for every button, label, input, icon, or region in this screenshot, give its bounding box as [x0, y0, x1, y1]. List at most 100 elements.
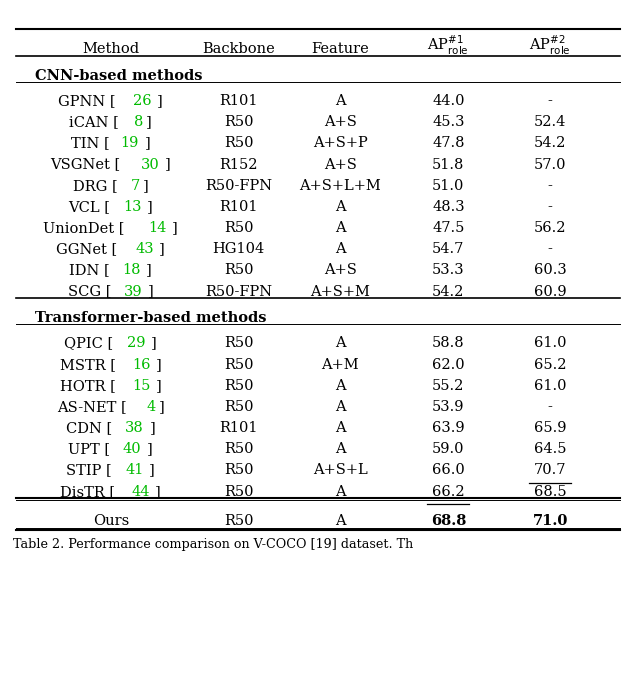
- Text: VSGNet [: VSGNet [: [50, 158, 120, 171]
- Text: ]: ]: [149, 421, 155, 435]
- Text: IDN [: IDN [: [69, 264, 110, 278]
- Text: A: A: [335, 200, 345, 214]
- Text: ]: ]: [155, 379, 162, 393]
- Text: 62.0: 62.0: [432, 357, 465, 372]
- Text: R50: R50: [224, 137, 253, 151]
- Text: 55.2: 55.2: [432, 379, 464, 393]
- Text: A+S: A+S: [324, 264, 357, 278]
- Text: R50: R50: [224, 400, 253, 414]
- Text: VCL [: VCL [: [69, 200, 111, 214]
- Text: -: -: [548, 200, 553, 214]
- Text: 52.4: 52.4: [534, 115, 566, 129]
- Text: iCAN [: iCAN [: [69, 115, 119, 129]
- Text: R101: R101: [219, 94, 258, 108]
- Text: R101: R101: [219, 421, 258, 435]
- Text: 64.5: 64.5: [534, 442, 567, 457]
- Text: QPIC [: QPIC [: [64, 337, 113, 350]
- Text: ]: ]: [158, 400, 164, 414]
- Text: R50: R50: [224, 357, 253, 372]
- Text: Feature: Feature: [312, 42, 369, 56]
- Text: A+S+P: A+S+P: [313, 137, 368, 151]
- Text: Method: Method: [83, 42, 140, 56]
- Text: 54.2: 54.2: [432, 285, 464, 298]
- Text: AP$^{\#2}_{\rm role}$: AP$^{\#2}_{\rm role}$: [529, 33, 571, 57]
- Text: STIP [: STIP [: [66, 464, 112, 477]
- Text: ]: ]: [142, 179, 148, 193]
- Text: ]: ]: [146, 264, 151, 278]
- Text: R50-FPN: R50-FPN: [205, 179, 272, 193]
- Text: -: -: [548, 179, 553, 193]
- Text: 13: 13: [123, 200, 141, 214]
- Text: 7: 7: [130, 179, 140, 193]
- Text: TIN [: TIN [: [71, 137, 109, 151]
- Text: R50: R50: [224, 442, 253, 457]
- Text: 57.0: 57.0: [534, 158, 567, 171]
- Text: 61.0: 61.0: [534, 379, 567, 393]
- Text: HG104: HG104: [212, 242, 265, 256]
- Text: 44: 44: [131, 484, 149, 499]
- Text: 43: 43: [135, 242, 154, 256]
- Text: ]: ]: [155, 484, 161, 499]
- Text: HOTR [: HOTR [: [60, 379, 116, 393]
- Text: 41: 41: [125, 464, 144, 477]
- Text: R152: R152: [219, 158, 258, 171]
- Text: 47.5: 47.5: [432, 221, 464, 235]
- Text: 70.7: 70.7: [534, 464, 567, 477]
- Text: ]: ]: [146, 115, 151, 129]
- Text: R50: R50: [224, 221, 253, 235]
- Text: -: -: [548, 242, 553, 256]
- Text: 60.3: 60.3: [534, 264, 567, 278]
- Text: 44.0: 44.0: [432, 94, 465, 108]
- Text: R101: R101: [219, 200, 258, 214]
- Text: R50: R50: [224, 379, 253, 393]
- Text: CDN [: CDN [: [66, 421, 112, 435]
- Text: A: A: [335, 379, 345, 393]
- Text: 51.8: 51.8: [432, 158, 464, 171]
- Text: 47.8: 47.8: [432, 137, 465, 151]
- Text: AP$^{\#1}_{\rm role}$: AP$^{\#1}_{\rm role}$: [427, 33, 469, 57]
- Text: DisTR [: DisTR [: [60, 484, 115, 499]
- Text: Transformer-based methods: Transformer-based methods: [35, 311, 266, 325]
- Text: 40: 40: [123, 442, 141, 457]
- Text: 14: 14: [148, 221, 167, 235]
- Text: GGNet [: GGNet [: [56, 242, 117, 256]
- Text: 54.7: 54.7: [432, 242, 464, 256]
- Text: Backbone: Backbone: [202, 42, 275, 56]
- Text: 51.0: 51.0: [432, 179, 464, 193]
- Text: 15: 15: [132, 379, 150, 393]
- Text: Table 2. Performance comparison on V-COCO [19] dataset. Th: Table 2. Performance comparison on V-COC…: [13, 538, 413, 551]
- Text: 54.2: 54.2: [534, 137, 566, 151]
- Text: A: A: [335, 221, 345, 235]
- Text: UnionDet [: UnionDet [: [43, 221, 125, 235]
- Text: ]: ]: [172, 221, 178, 235]
- Text: ]: ]: [148, 285, 153, 298]
- Text: -: -: [548, 94, 553, 108]
- Text: 68.8: 68.8: [431, 514, 466, 528]
- Text: 19: 19: [121, 137, 139, 151]
- Text: R50: R50: [224, 464, 253, 477]
- Text: 48.3: 48.3: [432, 200, 465, 214]
- Text: AS-NET [: AS-NET [: [57, 400, 127, 414]
- Text: DRG [: DRG [: [73, 179, 118, 193]
- Text: 60.9: 60.9: [534, 285, 567, 298]
- Text: 65.2: 65.2: [534, 357, 567, 372]
- Text: ]: ]: [156, 357, 162, 372]
- Text: -: -: [548, 400, 553, 414]
- Text: A+S: A+S: [324, 158, 357, 171]
- Text: 58.8: 58.8: [432, 337, 465, 350]
- Text: Ours: Ours: [93, 514, 129, 528]
- Text: 45.3: 45.3: [432, 115, 465, 129]
- Text: R50: R50: [224, 115, 253, 129]
- Text: SCG [: SCG [: [67, 285, 111, 298]
- Text: R50-FPN: R50-FPN: [205, 285, 272, 298]
- Text: A: A: [335, 442, 345, 457]
- Text: 29: 29: [127, 337, 146, 350]
- Text: 66.2: 66.2: [432, 484, 465, 499]
- Text: 18: 18: [122, 264, 141, 278]
- Text: 30: 30: [141, 158, 160, 171]
- Text: A+M: A+M: [321, 357, 359, 372]
- Text: 39: 39: [123, 285, 142, 298]
- Text: ]: ]: [147, 200, 153, 214]
- Text: 16: 16: [132, 357, 150, 372]
- Text: ]: ]: [151, 337, 157, 350]
